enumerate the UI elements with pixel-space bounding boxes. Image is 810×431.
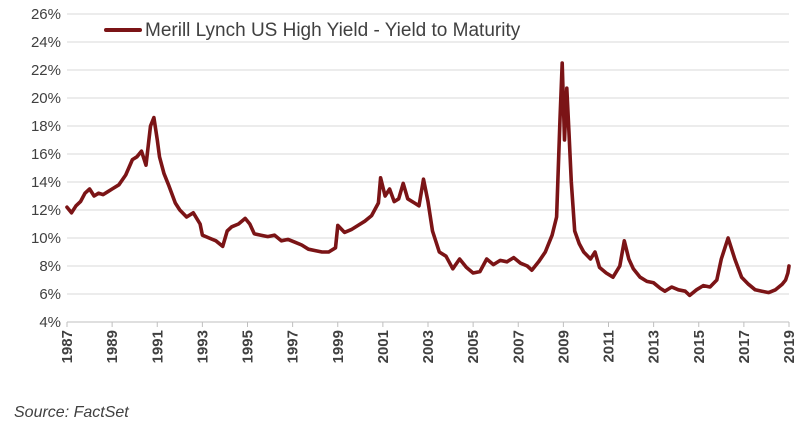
y-tick-label: 12% (31, 202, 61, 219)
series-layer (65, 61, 791, 298)
x-tick-label: 1997 (285, 330, 302, 363)
y-tick-label: 20% (31, 90, 61, 107)
x-tick-label: 2005 (465, 330, 482, 363)
x-tick-label: 2013 (646, 330, 663, 363)
legend: Merill Lynch US High Yield - Yield to Ma… (104, 20, 521, 41)
x-tick-label: 1993 (194, 330, 211, 363)
x-tick-label: 1991 (149, 330, 166, 363)
x-tick-label: 2007 (510, 330, 527, 363)
y-axis-ticks: 4% 6% 8% 10% 12% 14% 16% 18% 20% 22% 24% 26% (31, 6, 61, 331)
gridlines (67, 13, 789, 295)
x-tick-label: 2015 (691, 330, 708, 363)
y-tick-label: 14% (31, 174, 61, 191)
x-axis (66, 321, 790, 327)
x-tick-label: 1995 (240, 330, 257, 363)
x-tick-label: 1999 (330, 330, 347, 363)
y-tick-label: 24% (31, 34, 61, 51)
x-tick-label: 2001 (375, 330, 392, 363)
x-tick-label: 2017 (736, 330, 753, 363)
y-tick-label: 10% (31, 230, 61, 247)
y-tick-label: 16% (31, 146, 61, 163)
x-axis-ticks: 1987 1989 1991 1993 1995 1997 1999 2001 2003 2005… (59, 330, 798, 363)
x-tick-label: 2003 (420, 330, 437, 363)
y-tick-label: 18% (31, 118, 61, 135)
line-chart: 4%6%8%10%12%14%16%18%20%22%24%26% 1987 19… (31, 6, 798, 363)
y-tick-label: 4% (39, 314, 61, 331)
source-note: Source: FactSet (14, 404, 129, 421)
x-tick-label: 1989 (104, 330, 121, 363)
series-line (65, 61, 791, 298)
y-tick-label: 6% (39, 286, 61, 303)
legend-label: Merill Lynch US High Yield - Yield to Ma… (145, 20, 521, 41)
y-tick-label: 8% (39, 258, 61, 275)
x-tick-label: 2019 (781, 330, 798, 363)
x-tick-label: 2011 (601, 330, 618, 363)
y-tick-label: 26% (31, 6, 61, 23)
y-tick-label: 22% (31, 62, 61, 79)
x-tick-label: 1987 (59, 330, 76, 363)
x-tick-label: 2009 (555, 330, 572, 363)
